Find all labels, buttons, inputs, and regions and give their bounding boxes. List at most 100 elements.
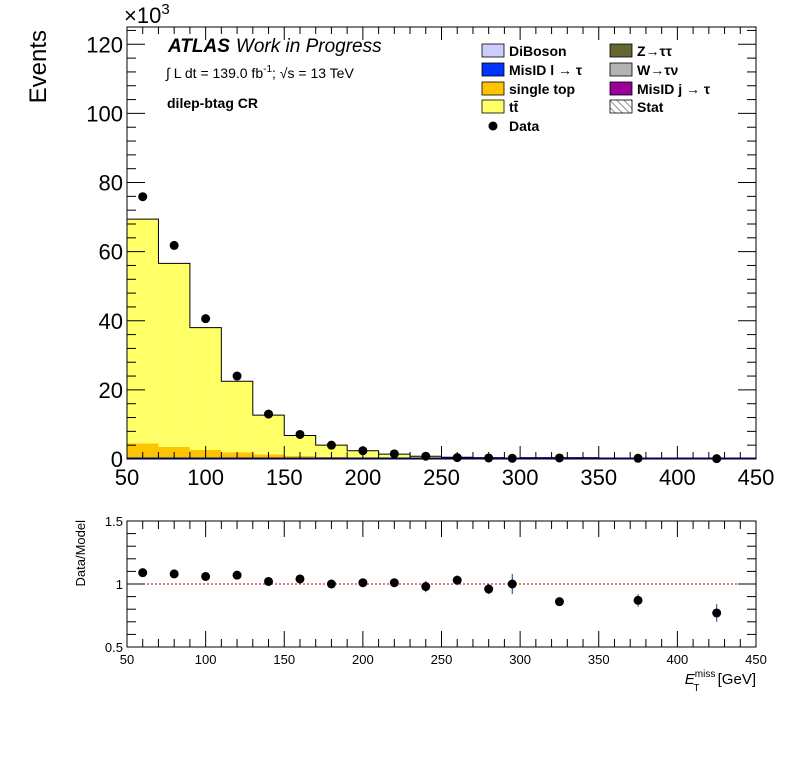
data-point	[295, 429, 305, 439]
y-tick-label: 40	[99, 309, 123, 334]
ratio-x-tick-label: 450	[745, 652, 767, 667]
legend-swatch	[481, 43, 505, 58]
ratio-point	[389, 578, 399, 588]
legend-label: Z→ττ	[637, 43, 673, 59]
data-point	[138, 192, 148, 202]
ratio-x-tick-label: 300	[509, 652, 531, 667]
x-tick-label: 150	[266, 465, 303, 490]
legend-label: Data	[509, 118, 540, 134]
legend-label: MisID j → τ	[637, 81, 711, 97]
ratio-y-label: Data/Model	[73, 520, 88, 587]
bar-tt	[158, 263, 190, 447]
legend-swatch	[481, 81, 505, 96]
work-in-progress: Work in Progress	[236, 36, 382, 57]
ratio-point	[633, 595, 643, 605]
ratio-point	[484, 584, 494, 594]
atlas-word: ATLAS	[167, 36, 230, 57]
main-panel: 50 100 150 200 250 300 350 400 450 0 20 40 60 80 100 1…	[25, 1, 774, 490]
data-point	[201, 314, 211, 324]
ratio-point	[201, 571, 211, 581]
xlabel-sup: miss	[695, 669, 716, 680]
ratio-frame	[126, 520, 757, 648]
legend-label: DiBoson	[509, 43, 567, 59]
y-multiplier-exp: 3	[161, 1, 169, 18]
ratio-point	[712, 608, 722, 618]
ratio-point	[169, 569, 179, 579]
region-label: dilep-btag CR	[167, 95, 258, 111]
ratio-point	[326, 579, 336, 589]
legend-swatch	[481, 62, 505, 77]
data-point	[232, 371, 242, 381]
ratio-point	[452, 575, 462, 585]
ratio-x-tick-label: 400	[667, 652, 689, 667]
y-tick-label: 80	[99, 171, 123, 196]
data-point	[554, 453, 564, 463]
bar-tt	[189, 327, 222, 451]
ratio-point	[138, 568, 148, 578]
y-tick-label: 60	[99, 240, 123, 265]
ratio-x-axis: 50 100 150 200 250 300 350 400 450	[120, 521, 767, 667]
ratio-y-tick-label: 1	[116, 577, 123, 592]
legend-label: MisID l → τ	[509, 62, 583, 78]
bar-tt	[315, 445, 348, 457]
ratio-x-tick-label: 100	[195, 652, 217, 667]
lumi-sup: -1	[263, 64, 272, 75]
y-multiplier: ×103	[124, 1, 170, 28]
ratio-y-tick-label: 1.5	[105, 514, 123, 529]
x-tick-label: 50	[115, 465, 139, 490]
energy-text: ; √s = 13 TeV	[272, 65, 354, 81]
stacked-histogram	[126, 218, 757, 460]
x-tick-label: 350	[580, 465, 617, 490]
ratio-x-tick-label: 200	[352, 652, 374, 667]
lumi-label: ∫ L dt = 139.0 fb-1; √s = 13 TeV	[165, 64, 354, 81]
y-tick-label: 120	[86, 32, 123, 57]
ratio-points	[138, 568, 722, 622]
x-tick-label: 250	[423, 465, 460, 490]
ratio-x-tick-label: 150	[273, 652, 295, 667]
legend-swatch	[609, 43, 633, 58]
y-tick-label: 0	[111, 447, 123, 472]
ratio-point	[358, 578, 368, 588]
legend-label: tt̄	[509, 99, 519, 115]
legend-label: Stat	[637, 99, 664, 115]
legend-swatch	[609, 81, 633, 96]
x-tick-label: 200	[345, 465, 382, 490]
x-axis-label: Emiss T [GeV]	[685, 669, 756, 694]
data-point	[633, 453, 643, 463]
xlabel-main: E	[685, 671, 696, 688]
legend-swatch	[609, 99, 633, 114]
legend-label: W→τν	[637, 62, 678, 78]
legend: DiBoson Z→ττ MisID l → τ W→τν single top MisI…	[481, 43, 711, 134]
data-point	[507, 453, 517, 463]
data-point	[326, 440, 336, 450]
bar-tt	[127, 219, 159, 444]
bar-singletop	[127, 443, 159, 459]
legend-marker	[488, 121, 498, 131]
bar-tt	[284, 435, 316, 456]
ratio-point	[554, 597, 564, 607]
y-multiplier-base: ×10	[124, 3, 161, 28]
ratio-point	[264, 576, 274, 586]
ratio-point	[295, 574, 305, 584]
x-tick-label: 100	[187, 465, 224, 490]
ratio-panel: 50 100 150 200 250 300 350 400 450 0.5 1 1.5 Data/…	[73, 514, 767, 694]
legend-swatch	[481, 99, 505, 114]
atlas-label: ATLAS Work in Progress	[167, 36, 382, 57]
data-point	[264, 409, 274, 419]
main-y-axis: 0 20 40 60 80 100 120	[86, 29, 756, 472]
ratio-point	[421, 582, 431, 592]
y-tick-label: 20	[99, 378, 123, 403]
bar-tt	[221, 381, 253, 453]
data-point	[169, 240, 179, 250]
y-axis-label: Events	[25, 30, 52, 103]
ratio-y-tick-label: 0.5	[105, 640, 123, 655]
ratio-point	[232, 570, 242, 580]
ratio-point	[507, 579, 517, 589]
ratio-x-tick-label: 350	[588, 652, 610, 667]
x-tick-label: 450	[738, 465, 775, 490]
xlabel-unit: [GeV]	[713, 671, 756, 688]
data-points	[138, 192, 722, 464]
lumi-text: ∫ L dt = 139.0 fb	[165, 65, 263, 81]
x-tick-label: 400	[659, 465, 696, 490]
